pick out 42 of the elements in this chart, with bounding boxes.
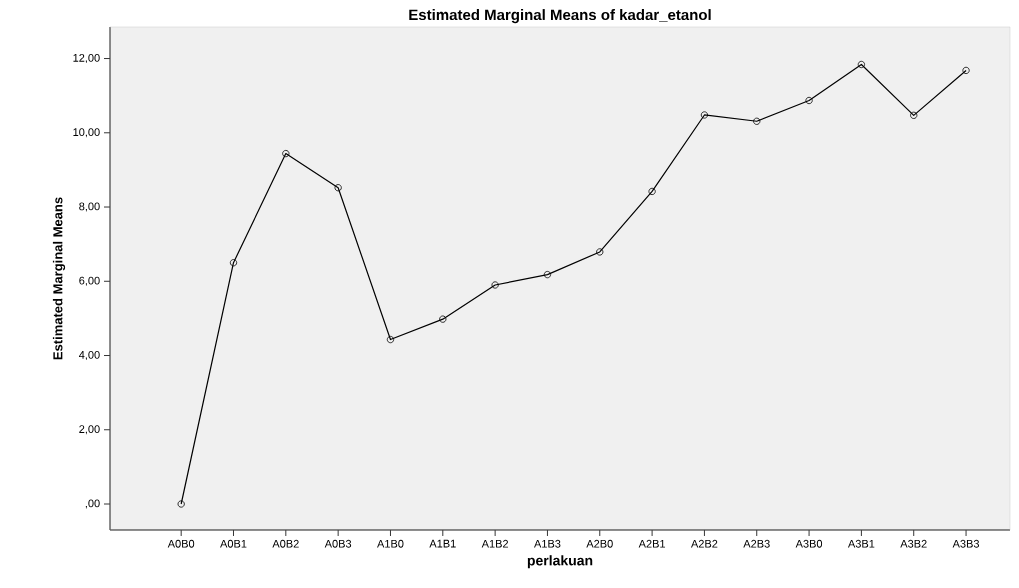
y-tick-label: 10,00 [73, 128, 100, 138]
point [386, 335, 395, 344]
x-tick-label: A0B1 [220, 539, 247, 548]
y-tick-label: 8,00 [79, 202, 100, 212]
x-tick-label: A3B1 [847, 539, 875, 548]
x-tick-label: A2B3 [743, 539, 770, 548]
x-tick-label: A2B1 [638, 539, 666, 548]
point [439, 315, 447, 323]
x-tick-label: A1B0 [377, 539, 404, 548]
point [229, 259, 238, 267]
point [596, 248, 604, 256]
y-tick-label: 4,00 [78, 350, 100, 361]
x-axis-title: perlakuan [527, 555, 593, 569]
y-tick-label: 12,00 [73, 54, 100, 64]
x-tick-label: A1B2 [481, 539, 509, 548]
point [282, 149, 290, 158]
x-tick-label: A2B0 [586, 539, 613, 548]
x-tick-label: A3B3 [952, 539, 980, 548]
point [753, 117, 761, 125]
x-tick-label: A3B2 [900, 539, 927, 548]
y-tick-label: 6,00 [79, 276, 100, 286]
point [177, 500, 185, 508]
point [805, 96, 813, 105]
x-tick-label: A3B0 [795, 539, 823, 548]
point [910, 111, 918, 119]
x-tick-label: A0B3 [324, 539, 352, 548]
y-axis-title: Estimated Marginal Means [52, 197, 66, 360]
x-tick-label: A1B1 [429, 539, 456, 548]
point [962, 66, 970, 75]
x-tick-label: A1B3 [534, 539, 561, 548]
point [543, 270, 552, 279]
x-tick-label: A2B2 [690, 539, 718, 548]
x-tick-label: A0B0 [167, 539, 195, 548]
y-tick-label: ,00 [85, 499, 100, 509]
x-tick-label: A0B2 [272, 539, 299, 548]
chart-title: Estimated Marginal Means of kadar_etanol [409, 9, 711, 24]
point [700, 111, 709, 119]
point [648, 187, 656, 196]
point [491, 281, 499, 289]
point [857, 60, 865, 69]
point [334, 184, 342, 192]
y-tick-label: 2,00 [79, 425, 100, 435]
